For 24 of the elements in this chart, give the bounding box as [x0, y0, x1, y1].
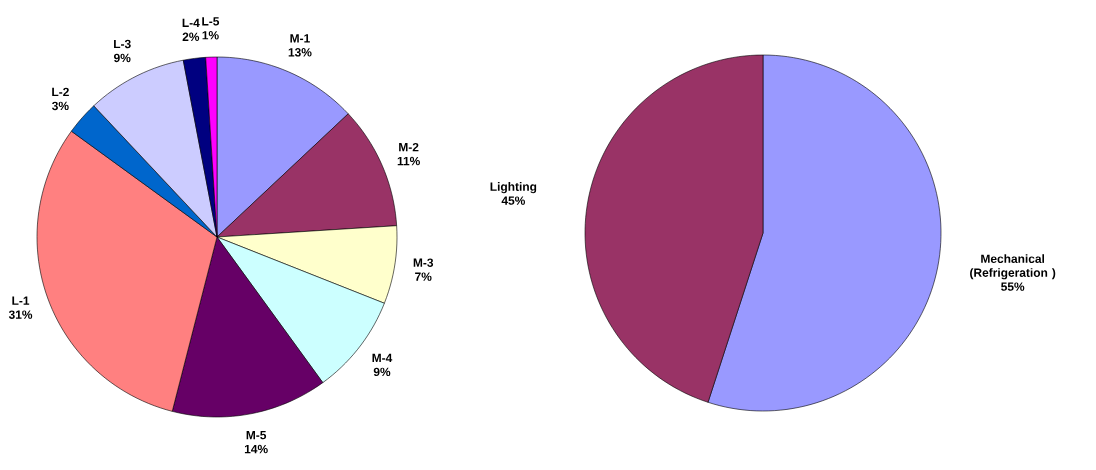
- data-label: 55%: [1001, 282, 1025, 291]
- slice-label: Mechanical (Refrigeration ): [970, 254, 1056, 280]
- slice-label: M-2: [399, 142, 419, 152]
- slice-label: L-2: [52, 87, 69, 97]
- data-label: 31%: [8, 310, 33, 319]
- slice-label: Lighting: [490, 182, 537, 194]
- slice-label: L-1: [12, 296, 30, 305]
- data-label: 2%: [182, 32, 200, 41]
- data-label: 9%: [113, 53, 131, 63]
- data-label: 11%: [397, 156, 420, 166]
- slice-label: M-4: [372, 353, 393, 363]
- slice-label: L-5: [202, 17, 220, 26]
- slice-label: M-3: [413, 258, 434, 267]
- slice-label: M-5: [246, 430, 267, 440]
- data-label: 13%: [288, 48, 312, 57]
- slice-label: M-1: [290, 34, 310, 43]
- data-label: 9%: [373, 367, 391, 377]
- data-label: 3%: [52, 101, 69, 111]
- data-label: 1%: [202, 31, 219, 40]
- data-label: 14%: [244, 444, 268, 454]
- slice-label: L-3: [114, 39, 131, 49]
- data-label: 45%: [501, 196, 525, 205]
- data-label: 7%: [415, 272, 432, 281]
- slice-label: L-4: [182, 18, 200, 27]
